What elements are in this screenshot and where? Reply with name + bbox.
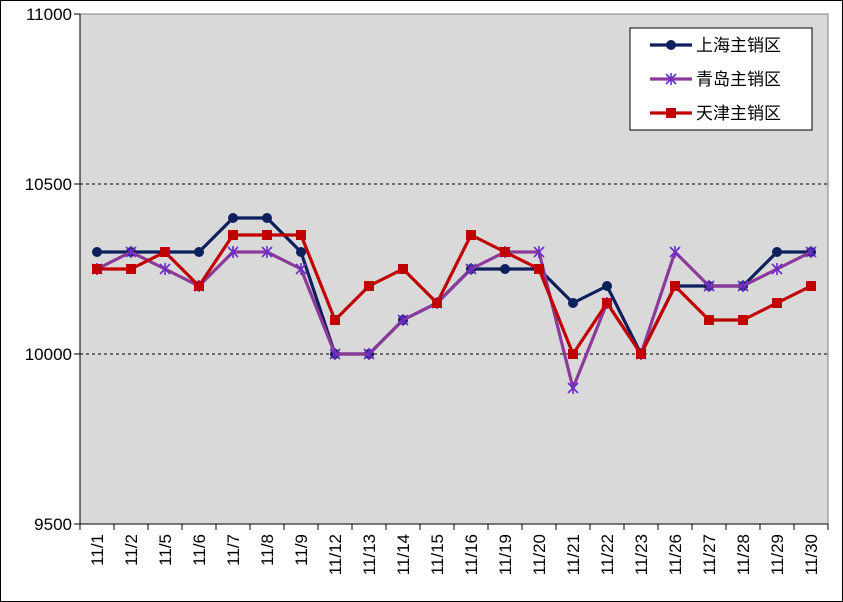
data-point [227,246,239,258]
data-point [602,281,612,291]
data-point [329,348,341,360]
data-point [568,349,578,359]
x-tick-label: 11/8 [258,534,277,566]
data-point [771,263,783,275]
data-point [805,246,817,258]
x-tick-label: 11/5 [156,534,175,566]
data-point [397,314,409,326]
x-tick-label: 11/29 [768,534,787,575]
data-point [364,281,374,291]
data-point [330,315,340,325]
grid-lines [80,183,828,355]
legend-item: 青岛主销区 [650,70,781,90]
x-tick-label: 11/2 [122,534,141,566]
data-point [567,382,579,394]
data-point [568,298,578,308]
data-point [92,247,102,257]
data-point [363,348,375,360]
x-tick-label: 11/9 [292,534,311,566]
data-point [500,264,510,274]
data-point [737,280,749,292]
data-point [194,281,204,291]
legend-marker [666,40,676,50]
x-tick-label: 11/26 [666,534,685,575]
x-tick-label: 11/6 [190,534,209,566]
legend-label: 上海主销区 [696,36,781,56]
x-tick-label: 11/13 [360,534,379,575]
y-tick-labels: 11000 10500 10000 9500 [25,5,72,534]
x-tick-label: 11/19 [496,534,515,575]
y-tick-label: 9500 [34,515,72,534]
data-point [669,246,681,258]
x-tick-label: 11/20 [530,534,549,575]
series-line [97,233,812,356]
data-point [500,247,510,257]
x-tick-label: 11/16 [462,534,481,575]
data-point [194,247,204,257]
data-point [398,264,408,274]
data-point [262,230,272,240]
data-point [228,213,238,223]
data-point [126,264,136,274]
data-point [533,246,545,258]
x-tick-label: 11/12 [326,534,345,575]
data-point [670,281,680,291]
data-point [636,349,646,359]
data-point [738,315,748,325]
x-tick-label: 11/15 [428,534,447,575]
data-point [296,230,306,240]
series-line [96,250,812,390]
data-point [92,264,102,274]
x-tick-label: 11/21 [564,534,583,575]
y-tick-label: 10500 [25,175,72,194]
data-point [465,263,477,275]
data-point [772,298,782,308]
data-point [159,263,171,275]
data-point [466,230,476,240]
x-tick-label: 11/7 [224,534,243,566]
x-tick-label: 11/14 [394,534,413,575]
x-tick-label: 11/23 [632,534,651,575]
data-point [262,213,272,223]
data-point [534,264,544,274]
x-tick-labels: 11/1 11/2 11/5 11/6 11/7 11/8 11/9 11/12 11/13 11… [88,534,821,575]
data-point [160,247,170,257]
data-point [296,247,306,257]
legend-label: 天津主销区 [696,104,781,124]
legend-item: 上海主销区 [650,36,781,56]
legend-label: 青岛主销区 [696,70,781,90]
data-point [261,246,273,258]
x-tick-label: 11/1 [88,534,107,566]
data-point [125,246,137,258]
y-tick-label: 11000 [26,5,72,24]
x-tick-label: 11/28 [734,534,753,575]
x-tick-label: 11/22 [598,534,617,575]
y-tick-label: 10000 [25,345,72,364]
data-point [432,298,442,308]
data-point [772,247,782,257]
axes [74,13,829,530]
legend-marker [665,73,677,85]
x-tick-label: 11/27 [700,534,719,575]
data-point [228,230,238,240]
series-group [91,213,817,394]
series-3 [92,230,816,359]
legend-marker [666,108,676,118]
legend-item: 天津主销区 [650,104,781,124]
data-point [602,298,612,308]
data-point [295,263,307,275]
data-point [703,280,715,292]
data-point [806,281,816,291]
data-point [704,315,714,325]
x-tick-label: 11/30 [802,534,821,575]
